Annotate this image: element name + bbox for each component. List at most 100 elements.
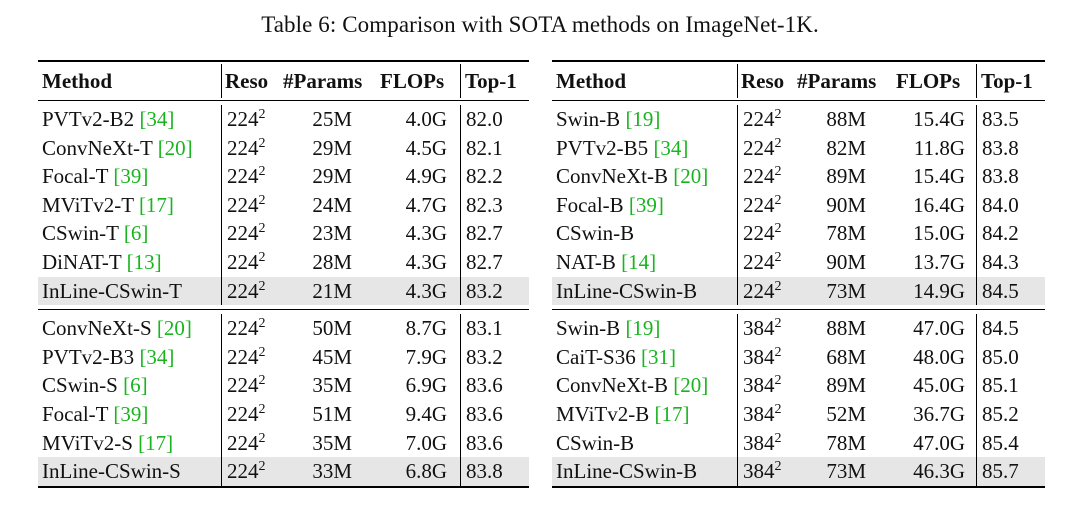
column-divider bbox=[737, 64, 738, 98]
method-cell: CSwin-S [6] bbox=[42, 371, 148, 400]
resolution-exponent: 2 bbox=[258, 344, 266, 360]
header-top1: Top-1 bbox=[465, 69, 517, 93]
method-name: ConvNeXt-T bbox=[42, 135, 158, 160]
column-divider bbox=[737, 314, 738, 343]
resolution-exponent: 2 bbox=[774, 192, 782, 208]
resolution-value: 224 bbox=[227, 344, 259, 369]
flops-cell: 13.7G bbox=[913, 249, 965, 274]
resolution-cell: 3842 bbox=[743, 400, 782, 433]
resolution-cell: 3842 bbox=[743, 314, 782, 347]
column-divider bbox=[460, 428, 461, 458]
method-cell: PVTv2-B3 [34] bbox=[42, 343, 174, 372]
table-row: Swin-B [19] 3842 88M 47.0G 84.5 bbox=[552, 314, 1045, 343]
column-divider bbox=[976, 457, 977, 486]
resolution-value: 224 bbox=[743, 278, 775, 303]
resolution-cell: 2242 bbox=[227, 429, 266, 462]
header-method: Method bbox=[42, 69, 112, 93]
column-divider bbox=[221, 247, 222, 277]
method-name: DiNAT-T bbox=[42, 249, 127, 274]
column-divider bbox=[221, 342, 222, 372]
top1-cell: 85.4 bbox=[982, 430, 1019, 455]
method-cell: ConvNeXt-B [20] bbox=[556, 371, 708, 400]
resolution-value: 384 bbox=[743, 373, 775, 398]
top1-cell: 82.0 bbox=[466, 107, 503, 131]
flops-cell: 4.3G bbox=[405, 278, 447, 303]
column-divider bbox=[460, 457, 461, 486]
column-divider bbox=[460, 133, 461, 163]
resolution-exponent: 2 bbox=[258, 459, 266, 475]
top1-cell: 84.0 bbox=[982, 192, 1019, 217]
params-cell: 90M bbox=[826, 192, 866, 217]
top1-cell: 82.7 bbox=[466, 249, 503, 274]
method-name: InLine-CSwin-B bbox=[556, 459, 698, 484]
resolution-cell: 2242 bbox=[227, 400, 266, 433]
citation-link: [17] bbox=[138, 430, 174, 455]
column-divider bbox=[737, 342, 738, 372]
method-name: CSwin-B bbox=[556, 221, 635, 246]
params-cell: 78M bbox=[826, 221, 866, 246]
flops-cell: 48.0G bbox=[913, 344, 965, 369]
table-row: ConvNeXt-B [20] 2242 89M 15.4G 83.8 bbox=[552, 162, 1045, 191]
citation-link: [17] bbox=[138, 192, 174, 217]
resolution-cell: 2242 bbox=[743, 134, 782, 167]
top1-cell: 85.1 bbox=[982, 373, 1019, 398]
citation-link: [14] bbox=[621, 249, 657, 274]
top1-cell: 83.6 bbox=[466, 430, 503, 455]
resolution-cell: 3842 bbox=[743, 371, 782, 404]
resolution-cell: 2242 bbox=[227, 343, 266, 376]
top1-cell: 82.7 bbox=[466, 221, 503, 246]
resolution-cell: 2242 bbox=[227, 219, 266, 252]
params-cell: 73M bbox=[826, 278, 866, 303]
method-name: CaiT-S36 bbox=[556, 344, 641, 369]
method-name: Focal-T bbox=[42, 401, 114, 426]
citation-link: [19] bbox=[625, 107, 661, 131]
flops-cell: 47.0G bbox=[913, 430, 965, 455]
params-cell: 89M bbox=[826, 373, 866, 398]
resolution-cell: 2242 bbox=[743, 105, 782, 138]
flops-cell: 36.7G bbox=[913, 401, 965, 426]
resolution-exponent: 2 bbox=[774, 249, 782, 265]
citation-link: [19] bbox=[625, 316, 661, 341]
citation-link: [20] bbox=[673, 164, 709, 189]
column-divider bbox=[221, 457, 222, 486]
resolution-exponent: 2 bbox=[774, 221, 782, 237]
table-group: ConvNeXt-S [20] 2242 50M 8.7G 83.1 PVTv2-B3 [… bbox=[38, 310, 529, 486]
table-caption: Table 6: Comparison with SOTA methods on… bbox=[261, 12, 819, 37]
flops-cell: 15.4G bbox=[913, 164, 965, 189]
header-params: #Params bbox=[797, 69, 877, 93]
params-cell: 29M bbox=[312, 164, 352, 189]
column-divider bbox=[976, 219, 977, 248]
resolution-exponent: 2 bbox=[774, 430, 782, 446]
column-divider bbox=[460, 162, 461, 191]
params-cell: 78M bbox=[826, 430, 866, 455]
resolution-value: 224 bbox=[227, 401, 259, 426]
resolution-cell: 2242 bbox=[227, 277, 266, 310]
column-divider bbox=[976, 190, 977, 220]
table-row: ConvNeXt-T [20] 2242 29M 4.5G 82.1 bbox=[38, 133, 529, 163]
bottom-rule bbox=[38, 485, 529, 488]
params-cell: 68M bbox=[826, 344, 866, 369]
group-rule bbox=[552, 309, 1045, 311]
method-cell: NAT-B [14] bbox=[556, 248, 656, 277]
method-name: Swin-B bbox=[556, 107, 626, 131]
top1-cell: 84.2 bbox=[982, 221, 1019, 246]
top1-cell: 82.1 bbox=[466, 135, 503, 160]
table-group: PVTv2-B2 [34] 2242 25M 4.0G 82.0 ConvNeXt-T [… bbox=[38, 101, 529, 309]
resolution-value: 224 bbox=[227, 316, 259, 341]
table-row: Swin-B [19] 2242 88M 15.4G 83.5 bbox=[552, 105, 1045, 134]
column-divider bbox=[737, 399, 738, 429]
method-name: PVTv2-B2 bbox=[42, 107, 140, 131]
comparison-table-left: Method Reso #Params FLOPs Top-1 PVTv2-B2 [34]… bbox=[38, 60, 529, 488]
column-divider bbox=[221, 314, 222, 343]
column-divider bbox=[976, 342, 977, 372]
header-row: Method Reso #Params FLOPs Top-1 bbox=[552, 62, 1045, 100]
method-cell: MViTv2-B [17] bbox=[556, 400, 690, 429]
method-cell: CSwin-B bbox=[556, 429, 634, 458]
resolution-exponent: 2 bbox=[774, 164, 782, 180]
method-name: PVTv2-B5 bbox=[556, 135, 654, 160]
resolution-exponent: 2 bbox=[258, 192, 266, 208]
column-divider bbox=[460, 399, 461, 429]
params-cell: 82M bbox=[826, 135, 866, 160]
resolution-value: 224 bbox=[227, 192, 259, 217]
resolution-cell: 2242 bbox=[743, 191, 782, 224]
